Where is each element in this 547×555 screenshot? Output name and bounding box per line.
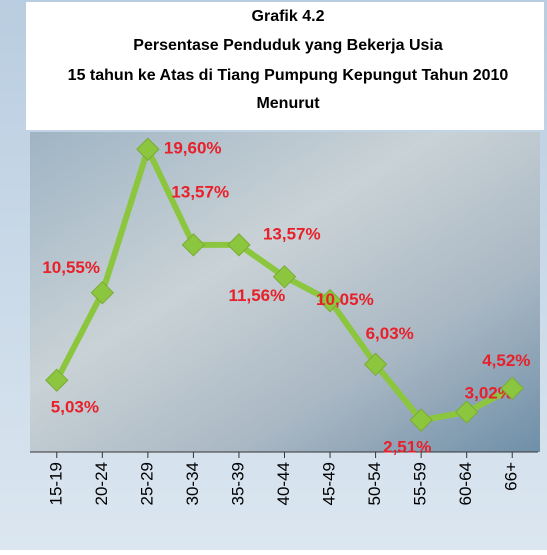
- data-label: 13,57%: [263, 224, 321, 243]
- chart-title: 15 tahun ke Atas di Tiang Pumpung Kepung…: [68, 67, 509, 84]
- x-tick-label: 15-19: [46, 462, 65, 505]
- x-tick-label: 55-59: [411, 462, 430, 505]
- chart-title: Menurut: [256, 95, 320, 112]
- data-label: 6,03%: [366, 324, 414, 343]
- chart: Grafik 4.2 Persentase Penduduk yang Beke…: [0, 0, 547, 550]
- chart-title: Persentase Penduduk yang Bekerja Usia: [133, 37, 443, 54]
- data-label: 4,52%: [482, 351, 530, 370]
- data-label: 13,57%: [171, 182, 229, 201]
- data-label: 10,55%: [42, 258, 100, 277]
- x-tick-label: 45-49: [320, 462, 339, 505]
- x-tick-label: 25-29: [137, 462, 156, 505]
- x-tick-label: 20-24: [92, 462, 111, 505]
- x-tick-label: 60-64: [456, 462, 475, 505]
- x-tick-label: 30-34: [183, 462, 202, 505]
- data-label: 2,51%: [383, 438, 431, 457]
- page: Grafik 4.2 Persentase Penduduk yang Beke…: [0, 0, 547, 555]
- data-label: 5,03%: [51, 398, 99, 417]
- x-tick-label: 50-54: [365, 462, 384, 505]
- data-label: 11,56%: [229, 286, 286, 305]
- x-tick-label: 66+: [502, 462, 521, 491]
- data-label: 19,60%: [164, 139, 222, 158]
- data-label: 10,05%: [316, 290, 374, 309]
- x-tick-label: 35-39: [228, 462, 247, 505]
- chart-title: Grafik 4.2: [252, 8, 325, 25]
- x-tick-label: 40-44: [274, 462, 293, 505]
